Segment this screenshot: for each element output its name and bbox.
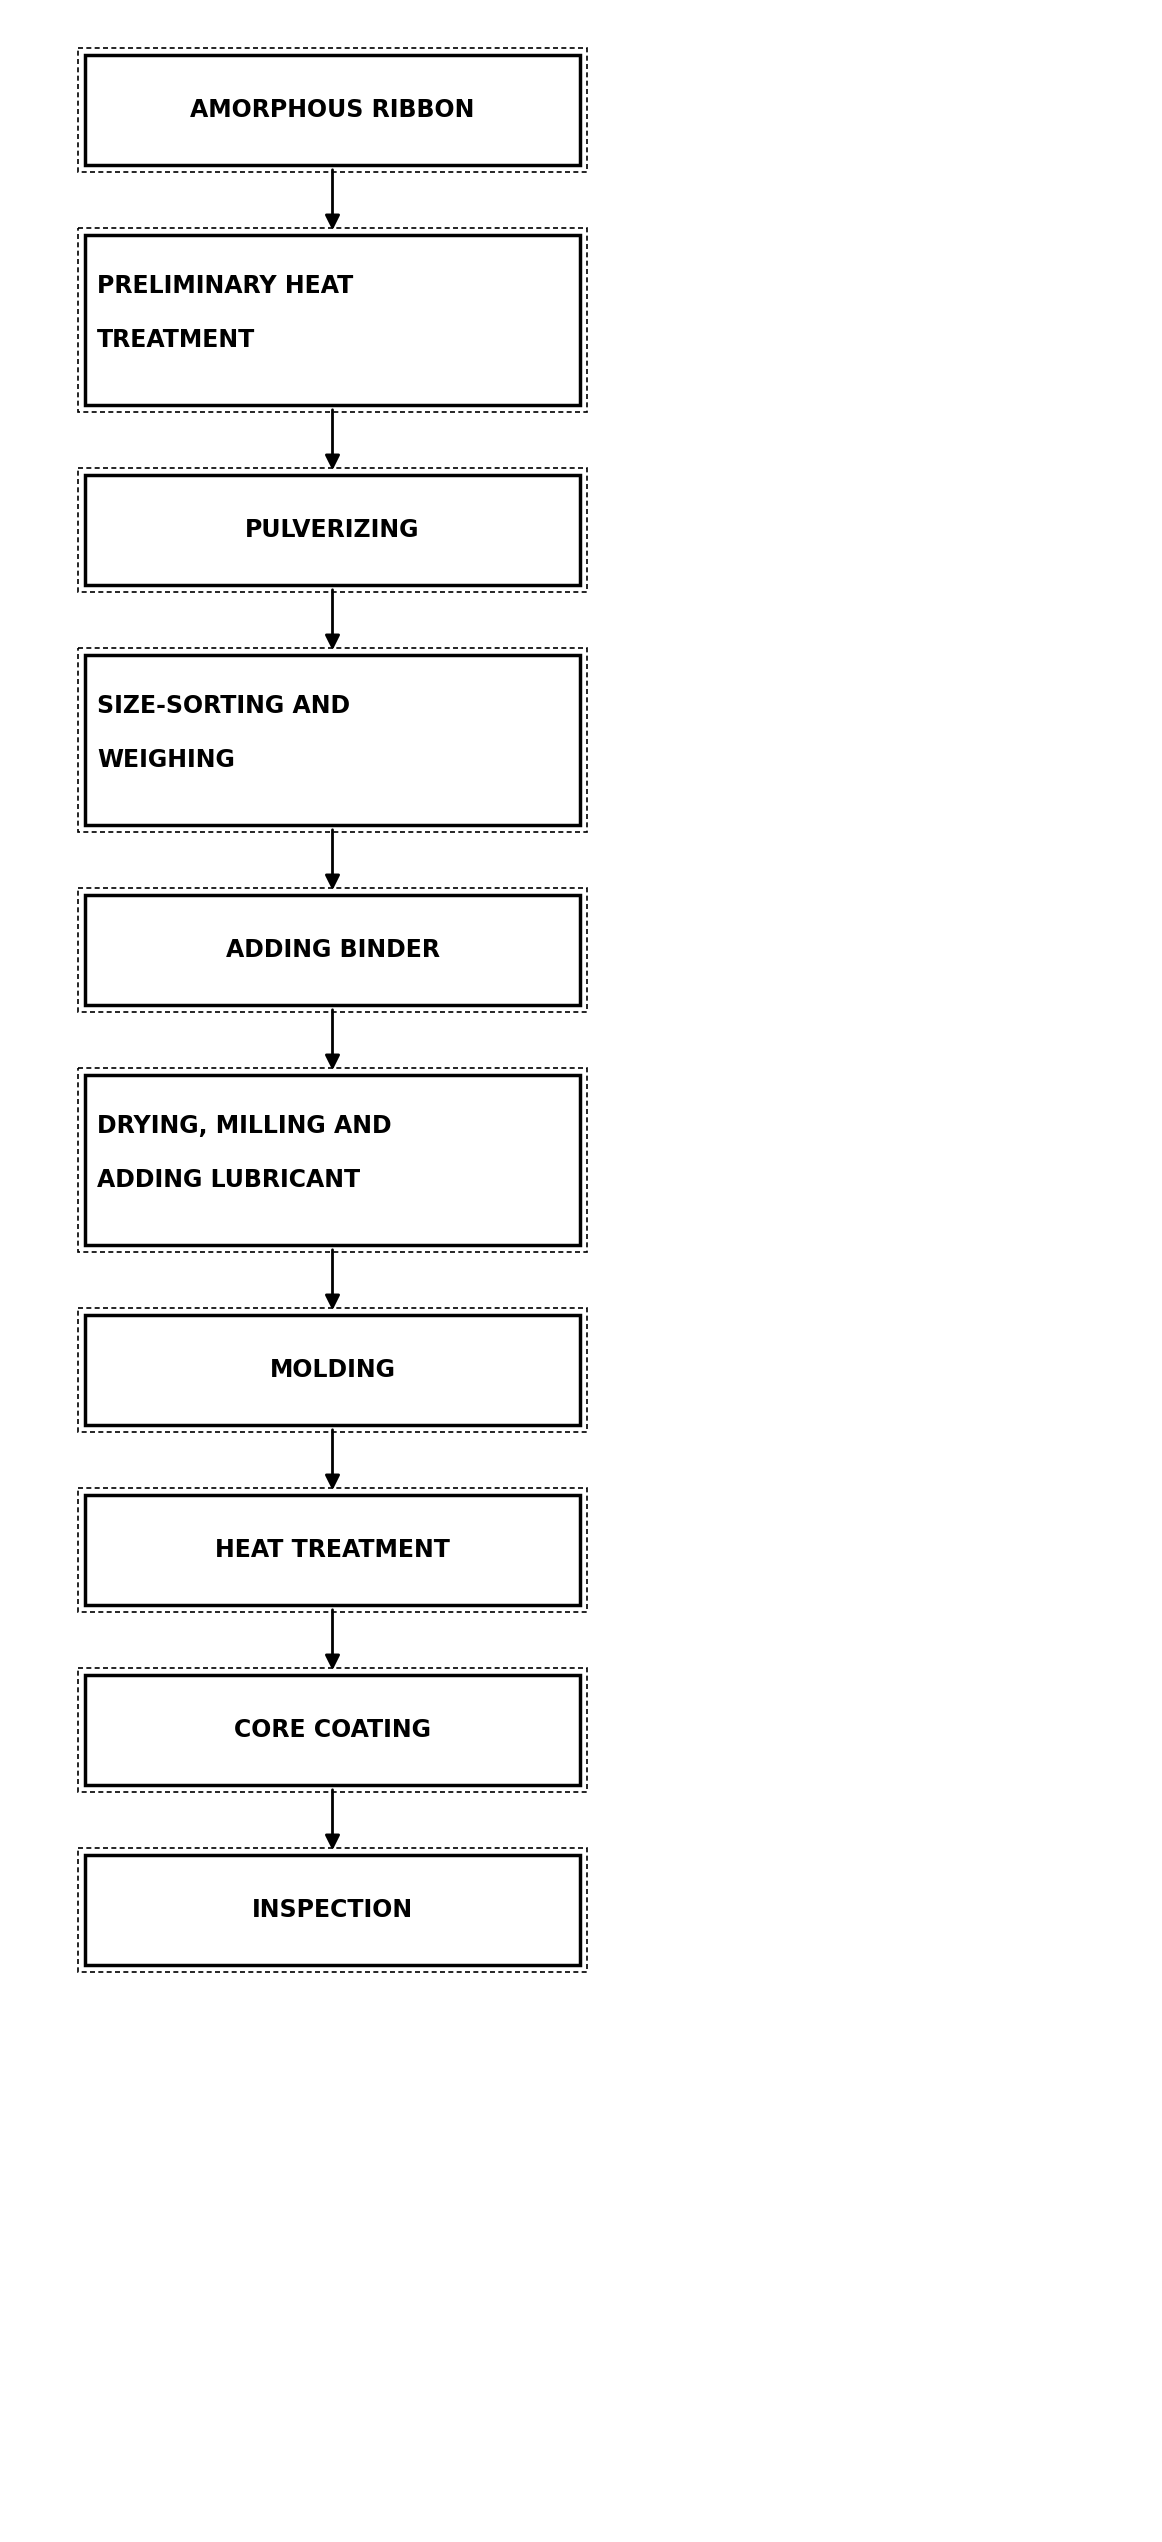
Text: ADDING LUBRICANT: ADDING LUBRICANT	[96, 1169, 360, 1192]
Bar	[85, 656, 580, 826]
Bar	[78, 1068, 587, 1253]
Text: ADDING BINDER: ADDING BINDER	[225, 938, 439, 961]
Bar	[85, 1314, 580, 1426]
Bar	[78, 48, 587, 173]
Bar	[85, 1675, 580, 1784]
Bar	[85, 1495, 580, 1604]
Bar	[85, 475, 580, 585]
Bar	[78, 1487, 587, 1612]
Text: MOLDING: MOLDING	[270, 1357, 395, 1383]
Text: CORE COATING: CORE COATING	[234, 1718, 431, 1741]
Bar	[78, 1309, 587, 1431]
Bar	[78, 468, 587, 592]
Text: HEAT TREATMENT: HEAT TREATMENT	[215, 1538, 450, 1561]
Text: INSPECTION: INSPECTION	[252, 1899, 413, 1922]
Text: SIZE-SORTING AND: SIZE-SORTING AND	[96, 694, 350, 717]
Bar	[85, 56, 580, 165]
Bar	[78, 648, 587, 831]
Text: PULVERIZING: PULVERIZING	[245, 519, 419, 541]
Text: TREATMENT: TREATMENT	[96, 328, 256, 353]
Text: AMORPHOUS RIBBON: AMORPHOUS RIBBON	[191, 99, 475, 122]
Bar	[78, 229, 587, 412]
Text: WEIGHING: WEIGHING	[96, 747, 235, 773]
Text: PRELIMINARY HEAT: PRELIMINARY HEAT	[96, 275, 353, 297]
Bar	[85, 1075, 580, 1246]
Bar	[85, 234, 580, 404]
Bar	[78, 887, 587, 1012]
Bar	[85, 895, 580, 1004]
Bar	[85, 1856, 580, 1965]
Bar	[78, 1668, 587, 1792]
Text: DRYING, MILLING AND: DRYING, MILLING AND	[96, 1113, 392, 1139]
Bar	[78, 1848, 587, 1973]
